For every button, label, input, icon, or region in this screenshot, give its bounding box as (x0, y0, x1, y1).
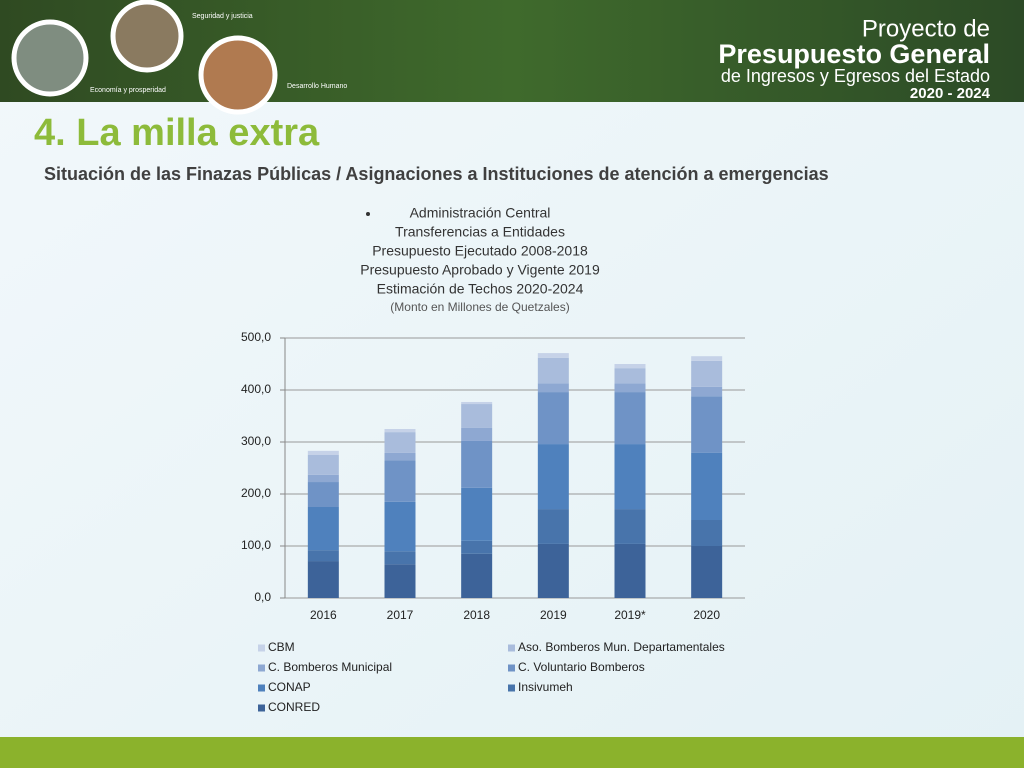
bar-segment (461, 427, 493, 441)
legend-swatch (258, 644, 265, 652)
bar-segment (537, 509, 569, 544)
bar-segment (537, 392, 569, 445)
icon-photo (110, 0, 184, 73)
bar-segment (384, 501, 416, 552)
bar-segment (461, 401, 493, 405)
bar-segment (691, 396, 723, 453)
bar-segment (307, 482, 339, 507)
brand-line: Proyecto de (862, 15, 990, 42)
bar-segment (461, 553, 493, 598)
bar-segment (384, 429, 416, 433)
bar-segment (537, 383, 569, 393)
bar-segment (614, 509, 646, 544)
x-tick-label: 2019 (540, 608, 567, 622)
bar-segment (614, 383, 646, 393)
legend-label: CONAP (268, 680, 311, 694)
bar-segment (614, 392, 646, 445)
bar-segment (614, 364, 646, 369)
legend-label: C. Voluntario Bomberos (518, 660, 645, 674)
bar-segment (307, 550, 339, 562)
bar-segment (537, 543, 569, 598)
y-tick-label: 100,0 (241, 538, 271, 552)
bar-segment (537, 353, 569, 358)
bar-segment (307, 450, 339, 455)
chart-title: Presupuesto Ejecutado 2008-2018 (372, 243, 588, 259)
x-tick-label: 2019* (614, 608, 646, 622)
y-tick-label: 500,0 (241, 330, 271, 344)
y-tick-label: 400,0 (241, 382, 271, 396)
bar-segment (691, 360, 723, 387)
legend-swatch (508, 684, 515, 692)
chart-title: Presupuesto Aprobado y Vigente 2019 (360, 262, 600, 278)
brand-line: de Ingresos y Egresos del Estado (721, 66, 990, 86)
legend-label: Aso. Bomberos Mun. Departamentales (518, 640, 725, 654)
x-tick-label: 2016 (310, 608, 337, 622)
bar-segment (537, 357, 569, 384)
bar-segment (307, 561, 339, 598)
slide-subtitle: Situación de las Finazas Públicas / Asig… (44, 164, 829, 184)
y-tick-label: 0,0 (254, 590, 271, 604)
legend-label: Insivumeh (518, 680, 573, 694)
bar-segment (384, 551, 416, 565)
slide-title: 4. La milla extra (34, 112, 320, 154)
legend-swatch (258, 704, 265, 712)
chart-title: Transferencias a Entidades (395, 224, 565, 240)
icon-photo (198, 35, 278, 115)
bar-segment (307, 455, 339, 475)
bar-segment (614, 444, 646, 510)
bar-segment (537, 444, 569, 510)
bar-segment (691, 356, 723, 361)
bar-segment (307, 507, 339, 551)
legend-label: CONRED (268, 700, 320, 714)
bar-segment (384, 432, 416, 453)
bar-segment (691, 546, 723, 598)
legend-swatch (258, 684, 265, 692)
chart-title: Administración Central (410, 205, 551, 221)
chart-title: Estimación de Techos 2020-2024 (377, 281, 584, 297)
x-tick-label: 2017 (387, 608, 414, 622)
bar-segment (614, 543, 646, 598)
chart: Administración Central Transferencias a E… (241, 205, 745, 714)
icon-label: Economía y prosperidad (90, 87, 166, 94)
legend-swatch (508, 664, 515, 672)
bar-segment (614, 368, 646, 384)
legend-swatch (508, 644, 515, 652)
legend-swatch (258, 664, 265, 672)
bar-segment (384, 564, 416, 598)
x-tick-label: 2020 (693, 608, 720, 622)
footer-bar (0, 737, 1024, 768)
y-tick-label: 300,0 (241, 434, 271, 448)
bar-segment (384, 460, 416, 502)
bullet (366, 212, 370, 216)
legend-label: C. Bomberos Municipal (268, 660, 392, 674)
bar-segment (307, 474, 339, 483)
bar-segment (384, 452, 416, 461)
bar-segment (461, 540, 493, 554)
chart-title: (Monto en Millones de Quetzales) (390, 300, 569, 314)
legend-label: CBM (268, 640, 295, 654)
bar-segment (461, 404, 493, 428)
brand-line: Presupuesto General (718, 39, 990, 69)
icon-photo (11, 19, 89, 97)
bar-segment (461, 440, 493, 488)
brand-line: 2020 - 2024 (910, 85, 991, 102)
bar-segment (691, 452, 723, 520)
y-tick-label: 200,0 (241, 486, 271, 500)
bar-segment (691, 386, 723, 397)
bar-segment (691, 520, 723, 546)
icon-label: Seguridad y justicia (192, 13, 253, 20)
x-tick-label: 2018 (463, 608, 490, 622)
icon-label: Desarrollo Humano (287, 83, 347, 90)
bar-segment (461, 487, 493, 541)
